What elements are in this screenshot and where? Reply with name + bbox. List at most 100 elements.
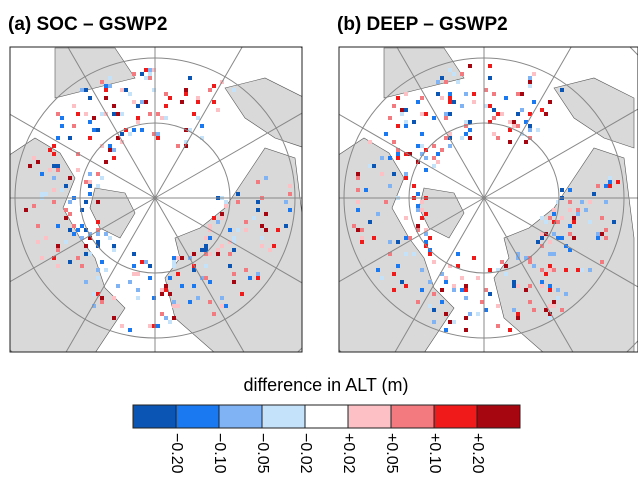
grid-cell <box>492 132 496 136</box>
grid-cell <box>436 152 440 156</box>
grid-cell <box>116 112 120 116</box>
grid-cell <box>72 104 76 108</box>
grid-cell <box>148 324 152 328</box>
grid-cell <box>256 180 260 184</box>
grid-cell <box>468 128 472 132</box>
grid-cell <box>556 288 560 292</box>
map-panel <box>10 47 302 352</box>
grid-cell <box>608 180 612 184</box>
grid-cell <box>580 268 584 272</box>
grid-cell <box>416 192 420 196</box>
grid-cell <box>120 112 124 116</box>
grid-cell <box>464 288 468 292</box>
grid-cell <box>132 264 136 268</box>
grid-cell <box>504 96 508 100</box>
map-frame <box>9 46 303 353</box>
graticule <box>10 113 156 199</box>
grid-cell <box>208 224 212 228</box>
grid-cell <box>548 100 552 104</box>
grid-cell <box>548 304 552 308</box>
panel-title: (a) SOC – GSWP2 <box>8 14 167 35</box>
grid-cell <box>528 256 532 260</box>
grid-cell <box>400 108 404 112</box>
grid-cell <box>40 256 44 260</box>
grid-cell <box>176 256 180 260</box>
grid-cell <box>84 280 88 284</box>
grid-cell <box>244 228 248 232</box>
grid-cell <box>92 128 96 132</box>
grid-cell <box>416 224 420 228</box>
grid-cell <box>152 132 156 136</box>
colorbar: −0.20 −0.10 −0.05 −0.02 +0.02 +0.05 +0.10 +0.20 <box>132 404 521 474</box>
grid-cell <box>368 164 372 168</box>
grid-cell <box>560 188 564 192</box>
grid-cell <box>504 264 508 268</box>
grid-cell <box>544 272 548 276</box>
grid-cell <box>36 160 40 164</box>
grid-cell <box>140 260 144 264</box>
grid-cell <box>464 296 468 300</box>
grid-cell <box>48 168 52 172</box>
grid-cell <box>464 316 468 320</box>
grid-cell <box>248 276 252 280</box>
grid-cell <box>192 268 196 272</box>
grid-cell <box>552 232 556 236</box>
grid-cell <box>100 296 104 300</box>
grid-cell <box>172 256 176 260</box>
grid-cell <box>356 188 360 192</box>
grid-cell <box>52 164 56 168</box>
grid-cell <box>52 256 56 260</box>
grid-cell <box>52 176 56 180</box>
grid-cell <box>588 200 592 204</box>
grid-cell <box>404 176 408 180</box>
grid-cell <box>84 200 88 204</box>
grid-cell <box>104 268 108 272</box>
grid-cell <box>444 116 448 120</box>
grid-cell <box>164 92 168 96</box>
grid-cell <box>232 280 236 284</box>
graticule <box>394 197 485 352</box>
grid-cell <box>488 64 492 68</box>
grid-cell <box>520 108 524 112</box>
grid-cell <box>112 156 116 160</box>
grid-cell <box>152 68 156 72</box>
grid-cell <box>516 252 520 256</box>
grid-cell <box>60 124 64 128</box>
grid-cell <box>148 72 152 76</box>
grid-cell <box>524 140 528 144</box>
colorbar-label: difference in ALT (m) <box>243 375 408 395</box>
grid-cell <box>176 304 180 308</box>
grid-cell <box>224 200 228 204</box>
grid-cell <box>512 280 516 284</box>
grid-cell <box>56 248 60 252</box>
grid-cell <box>420 96 424 100</box>
grid-cell <box>524 256 528 260</box>
grid-cell <box>160 312 164 316</box>
grid-cell <box>556 220 560 224</box>
grid-cell <box>424 232 428 236</box>
grid-cell <box>212 84 216 88</box>
grid-cell <box>200 276 204 280</box>
grid-cell <box>52 152 56 156</box>
grid-cell <box>356 208 360 212</box>
grid-cell <box>392 272 396 276</box>
grid-cell <box>548 288 552 292</box>
grid-cell <box>464 328 468 332</box>
grid-cell <box>196 296 200 300</box>
grid-cell <box>168 292 172 296</box>
grid-cell <box>148 76 152 80</box>
grid-cell <box>364 188 368 192</box>
colorbar-swatch <box>175 404 220 429</box>
grid-cell <box>156 324 160 328</box>
grid-cell <box>424 156 428 160</box>
grid-cell <box>520 92 524 96</box>
grid-cell <box>444 328 448 332</box>
grid-cell <box>52 200 56 204</box>
grid-cell <box>56 164 60 168</box>
grid-cell <box>380 172 384 176</box>
grid-cell <box>136 296 140 300</box>
grid-cell <box>284 224 288 228</box>
grid-cell <box>528 76 532 80</box>
grid-cell <box>164 316 168 320</box>
grid-cell <box>528 260 532 264</box>
